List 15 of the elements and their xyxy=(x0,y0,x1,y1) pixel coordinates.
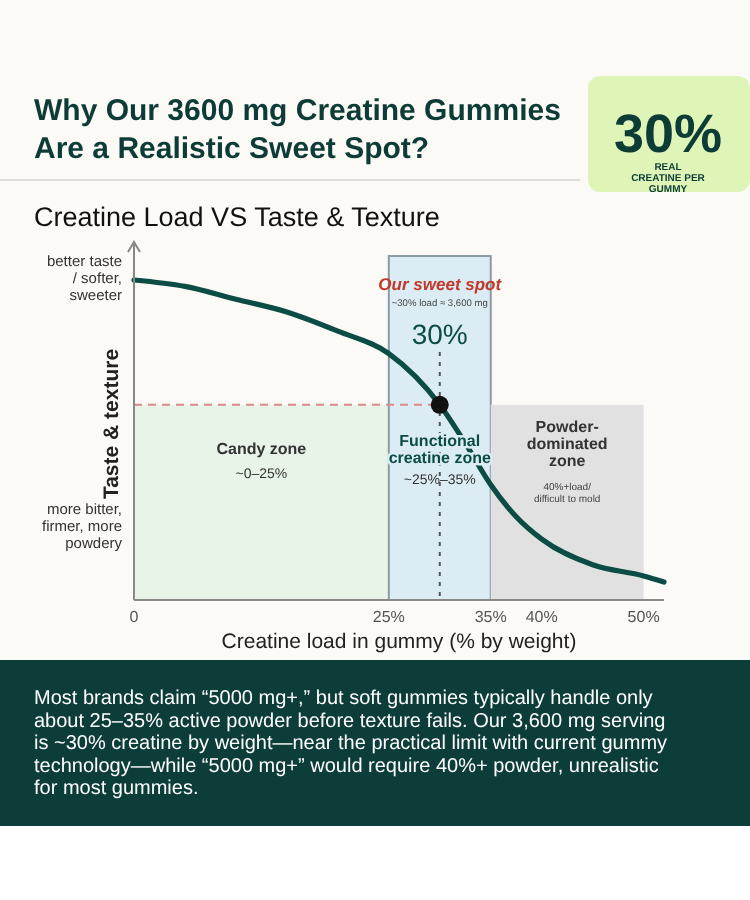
band-label: Powder-dominated zone xyxy=(526,418,608,470)
y-axis-title: Taste & texture xyxy=(100,348,124,500)
x-tick-label: 0 xyxy=(129,608,140,626)
x-tick-label: 40% xyxy=(525,608,558,626)
ref-line-label: 30% xyxy=(411,318,468,350)
annotation: Our sweet spot xyxy=(378,274,504,294)
x-tick-label: 35% xyxy=(474,608,507,626)
x-tick-label: 25% xyxy=(372,608,405,626)
chart-subtitle: Creatine Load VS Taste & Texture xyxy=(34,202,440,232)
x-axis-title: Creatine load in gummy (% by weight) xyxy=(221,630,577,654)
band-label: Candy zone xyxy=(216,440,308,458)
text: 30% xyxy=(613,104,723,164)
x-tick-label: 50% xyxy=(627,608,660,626)
text: Most brands claim “5000 mg+,” but soft gummies typically handle only about 25–35% active powder before texture fails. Our 3,600 mg serving is ~30% creatine by weight—near the practical limit with current gummy technology—while “5000 mg+” would require 40%+ powder, unrealistic for most gummies. xyxy=(34,688,668,801)
chart-title: Why Our 3600 mg Creatine Gummies Are a Realistic Sweet Spot? xyxy=(34,94,561,166)
